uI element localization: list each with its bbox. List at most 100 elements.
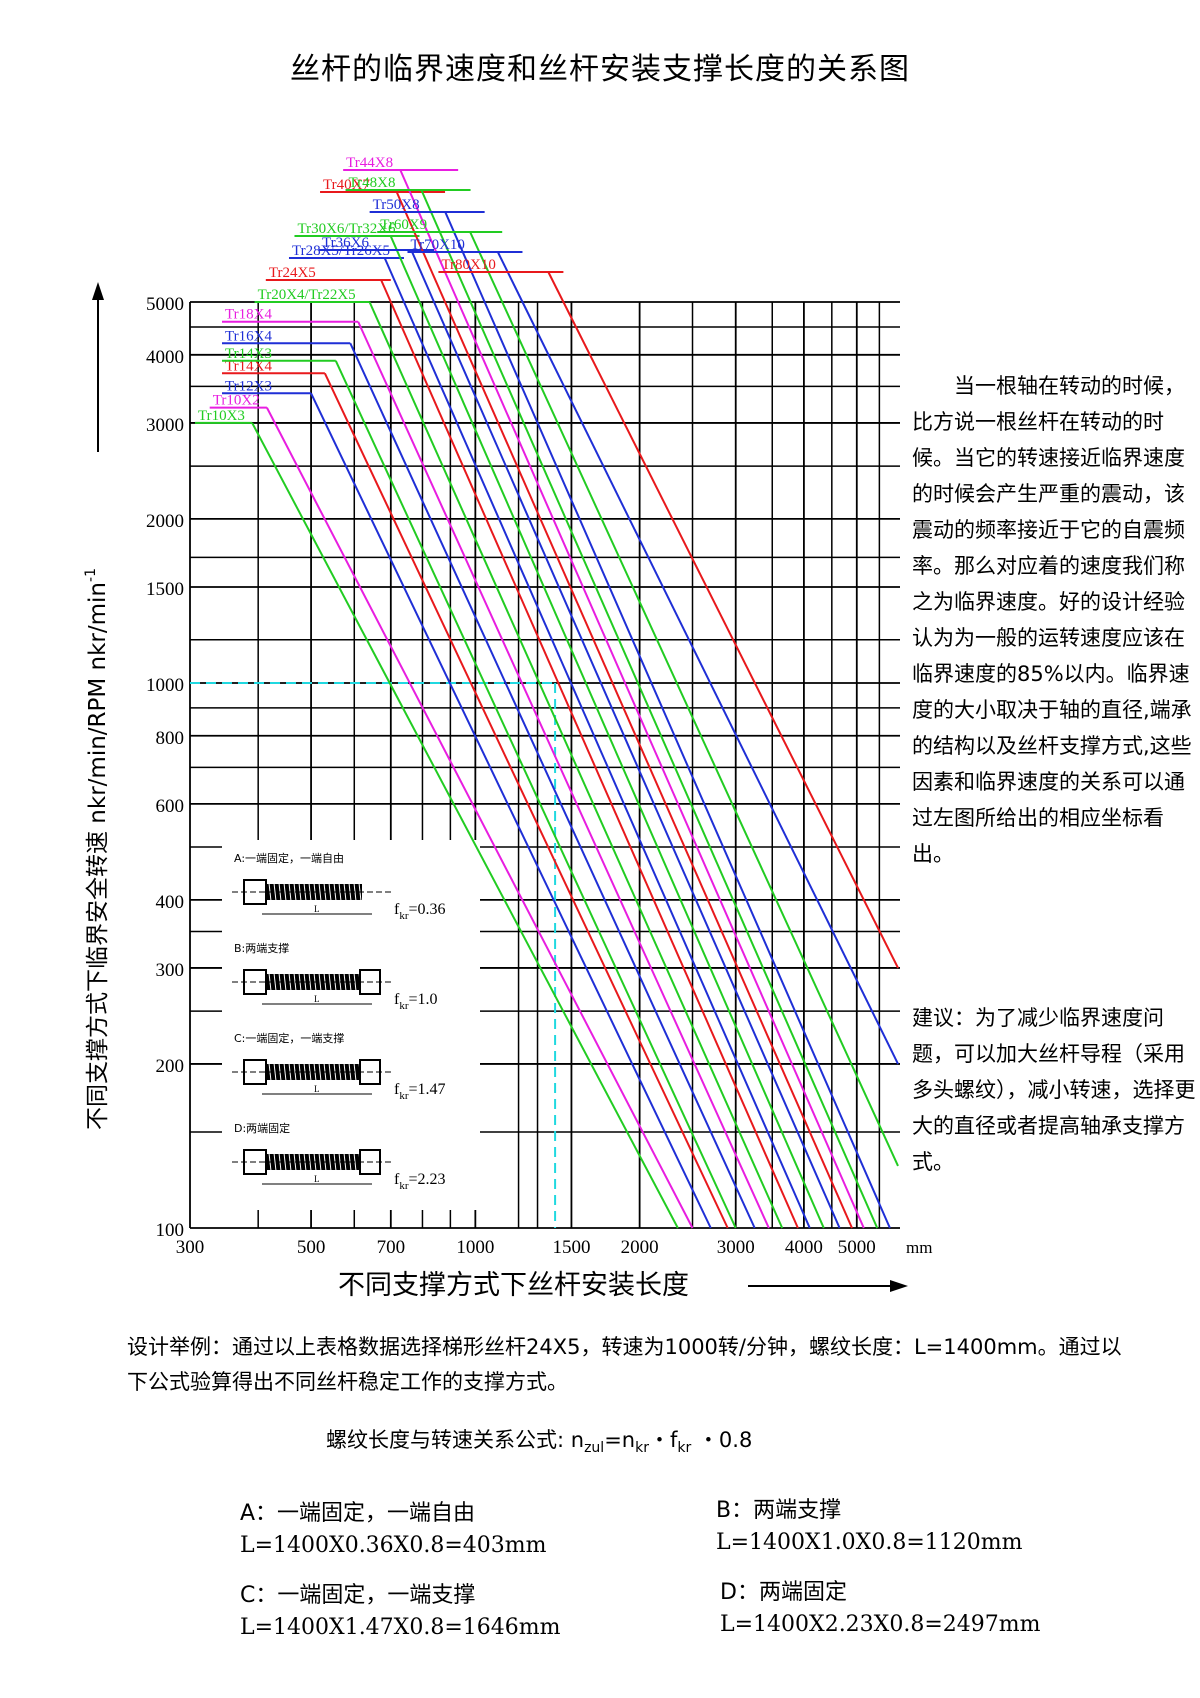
result-b-calc: L=1400X1.0X0.8=1120mm	[716, 1530, 1023, 1555]
result-c: C：一端固定，一端支撑 L=1400X1.47X0.8=1646mm	[240, 1580, 560, 1644]
formula-sub-zul: zul	[584, 1440, 605, 1457]
series-line	[562, 301, 899, 969]
series-tr48x8: Tr48X8	[345, 175, 879, 1229]
series-label: Tr14X4	[225, 358, 272, 374]
series-lead	[380, 279, 392, 303]
y-tick-label: 600	[156, 796, 185, 817]
series-label: Tr30X6/Tr32X6	[297, 221, 396, 237]
series-line	[334, 360, 737, 1229]
formula-prefix: 螺纹长度与转速关系公式:	[326, 1428, 571, 1452]
screw-thread	[262, 884, 362, 900]
series-line	[323, 372, 729, 1229]
series-tr60x9: Tr60X9	[377, 217, 899, 1167]
x-tick-label: 2000	[621, 1237, 659, 1258]
explanation-text: 当一根轴在转动的时候，比方说一根丝杆在转动的时候。当它的转速接近临界速度的时候会…	[912, 374, 1192, 866]
series-line	[469, 301, 879, 1229]
series-label: Tr36X6	[322, 235, 369, 251]
series-lead	[410, 249, 435, 303]
y-tick-label: 1000	[146, 675, 184, 696]
inset-row-label: C:一端固定，一端支撑	[234, 1031, 344, 1045]
screw-tooth	[283, 882, 287, 902]
screw-tooth	[318, 972, 322, 992]
series-tr50x8: Tr50X8	[369, 197, 891, 1229]
formula-sub-kr2: kr	[677, 1440, 692, 1457]
series-tr20x4-tr22x5: Tr20X4/Tr22X5	[254, 287, 784, 1229]
series-tr14x3: Tr14X3	[222, 346, 737, 1229]
series-line	[368, 301, 784, 1229]
series-line	[310, 392, 712, 1229]
series-lead	[395, 191, 446, 303]
series-line	[501, 301, 899, 1167]
series-label: Tr10X3	[198, 408, 245, 424]
screw-tooth	[328, 972, 332, 992]
x-tick-label: 300	[176, 1237, 205, 1258]
result-b-title: B：两端支撑	[716, 1498, 842, 1523]
screw-tooth	[318, 882, 322, 902]
x-tick-label: 1500	[552, 1237, 590, 1258]
series-tr30x6-tr32x6: Tr30X6/Tr32X6	[294, 221, 825, 1229]
inset-row-label: D:两端固定	[234, 1121, 290, 1135]
series-line	[349, 342, 756, 1229]
x-axis-arrowhead	[890, 1280, 908, 1292]
result-c-title: C：一端固定，一端支撑	[240, 1583, 476, 1608]
result-d-title: D：两端固定	[720, 1580, 847, 1605]
y-tick-label: 4000	[146, 347, 184, 368]
y-tick-label: 1500	[146, 579, 184, 600]
result-a-title: A：一端固定，一端自由	[240, 1501, 476, 1526]
series-lead	[420, 189, 472, 303]
screw-tooth	[328, 882, 332, 902]
inset-row-1: B:两端支撑 L fkr=1.0	[232, 941, 438, 1012]
dim-label: L	[314, 994, 320, 1004]
series-lead	[547, 271, 565, 303]
advice-text: 建议：为了减少临界速度问题，可以加大丝杆导程（采用多头螺纹），减小转速，选择更大…	[912, 1006, 1196, 1174]
x-unit-label: mm	[906, 1238, 932, 1257]
page-title: 丝杆的临界速度和丝杆安装支撑长度的关系图	[290, 52, 910, 87]
series-label: Tr18X4	[225, 307, 272, 323]
y-tick-label: 400	[156, 892, 185, 913]
series-line	[444, 301, 853, 1229]
inset-row-3: D:两端固定 L fkr=2.23	[232, 1121, 446, 1192]
screw-tooth	[283, 1152, 287, 1172]
x-tick-label: 3000	[717, 1237, 755, 1258]
series-line	[418, 301, 825, 1229]
design-example: 设计举例：通过以上表格数据选择梯形丝杆24X5，转速为1000转/分钟，螺纹长度…	[127, 1335, 1122, 1394]
series-tr10x2: Tr10X2	[209, 393, 694, 1229]
inset-fkr-label: fkr=2.23	[394, 1171, 446, 1192]
series-tr44x8: Tr44X8	[343, 155, 865, 1229]
series-tr14x4: Tr14X4	[222, 358, 729, 1229]
formula: 螺纹长度与转速关系公式: nzul=nkr・fkr ・0.8	[326, 1424, 752, 1456]
series-line	[403, 301, 811, 1229]
y-tick-label: 200	[156, 1056, 185, 1077]
screw-thread	[262, 1154, 362, 1170]
screw-tooth	[273, 882, 277, 902]
y-tick-label: 3000	[146, 415, 184, 436]
x-tick-label: 700	[377, 1237, 406, 1258]
series-lead	[389, 235, 421, 303]
series-lead	[496, 251, 524, 303]
y-tick-label: 100	[156, 1220, 185, 1241]
formula-n: n	[570, 1428, 585, 1452]
series-label: Tr80X10	[441, 257, 495, 273]
screw-tooth	[273, 972, 277, 992]
result-d: D：两端固定 L=1400X2.23X0.8=2497mm	[720, 1577, 1040, 1641]
screw-tooth	[318, 1062, 322, 1082]
series-label: Tr20X4/Tr22X5	[258, 287, 356, 303]
series-tr70x10: Tr70X10	[407, 237, 899, 1065]
result-a-calc: L=1400X0.36X0.8=403mm	[240, 1533, 547, 1558]
inset-fkr-label: fkr=0.36	[394, 901, 446, 922]
series-lead	[444, 211, 486, 303]
inset-row-label: A:一端固定，一端自由	[234, 851, 344, 865]
inset-row-label: B:两端支撑	[234, 941, 289, 955]
series-label: Tr12X3	[225, 378, 272, 394]
series-tr36x6: Tr36X6	[319, 235, 841, 1229]
dim-label: L	[314, 904, 320, 914]
x-tick-label: 500	[297, 1237, 326, 1258]
series-line	[357, 321, 770, 1229]
y-axis-title: 不同支撑方式下临界安全转速 nkr/min/RPM nkr/min-1	[83, 568, 111, 1130]
series-lead	[399, 169, 460, 303]
series-line	[521, 301, 899, 1065]
screw-tooth	[283, 1062, 287, 1082]
series-line	[483, 301, 891, 1229]
series-tr16x4: Tr16X4	[222, 328, 756, 1229]
series-label: Tr50X8	[373, 197, 420, 213]
